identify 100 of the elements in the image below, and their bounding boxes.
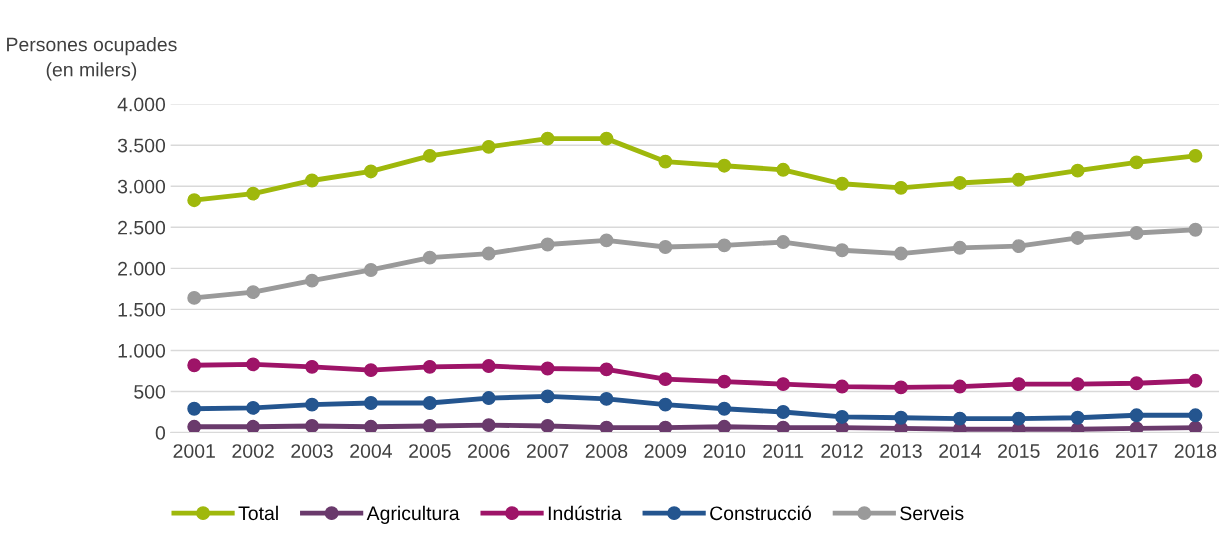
point: [1188, 373, 1203, 388]
y-tick-label: 1.500: [118, 302, 166, 317]
point: [363, 396, 378, 410]
point: [599, 131, 614, 146]
point: [1129, 376, 1144, 391]
point: [599, 233, 614, 248]
point: [187, 290, 202, 305]
point: [717, 401, 732, 416]
point: [422, 396, 437, 410]
point: [1129, 226, 1144, 240]
point: [187, 419, 202, 433]
point: [952, 240, 967, 255]
x-tick-label: 2016: [1057, 444, 1099, 458]
point: [1070, 231, 1085, 245]
point: [481, 139, 496, 154]
x-tick-label: 2002: [232, 444, 274, 458]
point: [952, 379, 967, 394]
point: [717, 419, 732, 433]
point: [540, 419, 555, 433]
point: [599, 420, 614, 433]
point: [952, 176, 967, 190]
x-tick-label: 2004: [350, 444, 392, 458]
point: [246, 400, 261, 415]
y-tick-label: 3.500: [117, 138, 166, 153]
x-tick-label: 2005: [409, 444, 451, 458]
point: [363, 363, 378, 378]
y-tick-label: 500: [134, 384, 166, 399]
point: [835, 243, 850, 258]
x-tick-label: 2008: [585, 444, 628, 458]
x-tick-label: 2009: [644, 444, 687, 458]
point: [363, 419, 378, 433]
point: [658, 240, 673, 254]
point: [1129, 408, 1144, 423]
point: [717, 238, 732, 253]
point: [305, 273, 319, 288]
point: [305, 419, 319, 433]
point: [540, 361, 555, 376]
point: [599, 362, 614, 377]
point: [1011, 377, 1026, 392]
point: [481, 418, 496, 433]
point: [187, 401, 202, 416]
point: [1011, 172, 1026, 187]
x-tick-label: 2014: [939, 444, 981, 458]
point: [1070, 410, 1085, 425]
point: [422, 419, 437, 433]
point: [835, 409, 850, 424]
point: [776, 235, 791, 250]
point: [422, 359, 437, 374]
legend-label: Construcció: [710, 505, 811, 521]
point: [540, 389, 555, 404]
point: [481, 391, 496, 406]
point: [187, 193, 202, 208]
point: [952, 411, 967, 426]
point: [1011, 411, 1026, 426]
legend-label: Serveis: [900, 505, 964, 521]
y-tick-label: 1.000: [118, 343, 166, 358]
point: [658, 372, 673, 387]
point: [776, 405, 791, 419]
point: [481, 246, 496, 261]
point: [1070, 377, 1085, 392]
y-tick-label: 2.000: [118, 261, 166, 276]
point: [658, 397, 673, 412]
y-tick-label: 4.000: [117, 97, 166, 112]
point: [894, 180, 908, 195]
y-tick-label: 2.500: [118, 220, 166, 235]
x-tick-label: 2003: [291, 444, 333, 458]
point: [717, 158, 732, 173]
point: [246, 357, 261, 372]
point: [305, 397, 319, 412]
point: [776, 162, 791, 177]
point: [246, 285, 261, 300]
x-tick-label: 2013: [880, 444, 922, 458]
legend-label: Agricultura: [366, 505, 460, 524]
point: [894, 410, 908, 425]
legend-label: Total: [238, 505, 278, 521]
point: [835, 176, 850, 191]
point: [540, 131, 555, 146]
point: [1188, 148, 1203, 163]
x-tick-label: 2017: [1115, 444, 1158, 458]
point: [894, 380, 908, 395]
point: [776, 420, 791, 433]
point: [835, 379, 850, 394]
point: [1129, 155, 1144, 170]
legend-label: Indústria: [548, 505, 622, 521]
point: [599, 391, 614, 406]
point: [305, 359, 319, 374]
point: [1188, 420, 1203, 433]
point: [1188, 222, 1203, 237]
point: [305, 173, 319, 188]
x-tick-label: 2007: [526, 444, 569, 458]
x-tick-label: 2010: [703, 444, 746, 458]
point: [246, 186, 261, 201]
point: [658, 420, 673, 433]
x-tick-label: 2012: [821, 444, 863, 458]
point: [246, 419, 261, 433]
point: [894, 246, 908, 261]
point: [1011, 239, 1026, 254]
point: [776, 377, 791, 392]
point: [422, 148, 437, 163]
point: [1129, 421, 1144, 433]
